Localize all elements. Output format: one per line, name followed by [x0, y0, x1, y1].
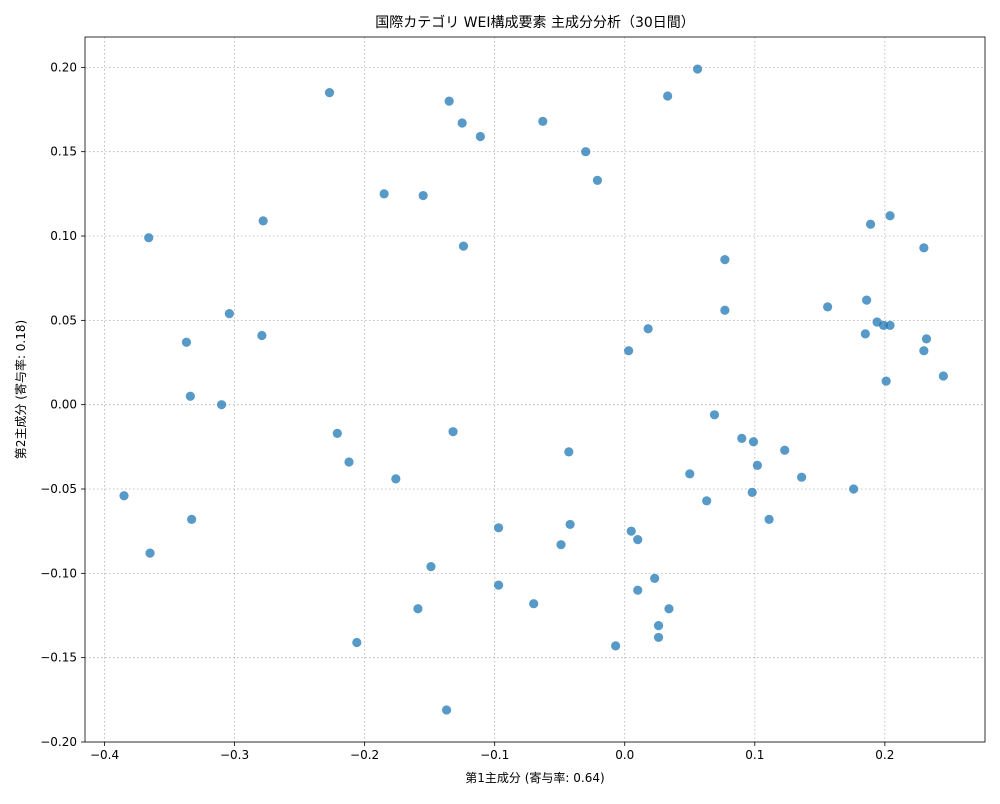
data-point: [441, 705, 452, 715]
data-points: [119, 64, 948, 715]
data-point: [413, 604, 423, 614]
data-point: [493, 580, 504, 590]
data-point: [344, 457, 354, 467]
data-point: [144, 233, 154, 243]
data-point: [702, 496, 712, 506]
data-point: [748, 437, 759, 447]
data-point: [538, 116, 548, 126]
data-point: [764, 514, 774, 524]
y-tick-label: −0.15: [40, 651, 77, 665]
data-point: [881, 376, 891, 386]
data-point: [885, 320, 895, 331]
data-point: [185, 391, 195, 401]
data-point: [391, 474, 401, 484]
data-point: [653, 621, 664, 631]
data-point: [475, 131, 485, 142]
data-point: [332, 428, 342, 438]
y-axis-label: 第2主成分 (寄与率: 0.18): [13, 320, 28, 459]
data-point: [860, 329, 870, 339]
y-tick-label: 0.10: [50, 229, 77, 243]
data-point: [379, 189, 389, 199]
data-point: [145, 548, 155, 558]
data-point: [643, 324, 653, 334]
data-point: [720, 305, 730, 315]
data-point: [921, 334, 932, 344]
data-point: [862, 295, 872, 305]
data-point: [592, 175, 603, 185]
chart-title: 国際カテゴリ WEI構成要素 主成分分析（30日間）: [375, 14, 695, 31]
grid-lines: [85, 37, 985, 743]
x-tick-label: −0.3: [220, 748, 249, 762]
x-tick-label: 0.0: [615, 748, 634, 762]
data-point: [444, 96, 454, 106]
data-point: [181, 337, 192, 347]
data-point: [692, 64, 703, 74]
data-point: [685, 469, 695, 479]
data-point: [611, 641, 621, 651]
data-point: [493, 523, 504, 533]
data-point: [448, 427, 458, 437]
data-point: [919, 346, 929, 356]
data-point: [324, 88, 335, 98]
axis-ticks: −0.4 −0.3 −0.2 −0.1 0.0 0.1 0.2 −0.20 −0.15 −0.10…: [40, 60, 894, 762]
x-tick-label: −0.4: [90, 748, 119, 762]
x-tick-label: −0.2: [350, 748, 379, 762]
y-tick-label: 0.00: [50, 398, 77, 412]
data-point: [418, 190, 428, 201]
x-tick-label: 0.2: [875, 748, 894, 762]
data-point: [797, 472, 807, 482]
y-tick-label: 0.05: [50, 313, 77, 327]
x-tick-label: 0.1: [745, 748, 764, 762]
data-point: [919, 243, 929, 253]
data-point: [633, 585, 643, 595]
data-point: [458, 241, 469, 251]
y-tick-label: 0.15: [50, 145, 77, 159]
data-point: [556, 540, 566, 550]
data-point: [780, 445, 790, 455]
y-tick-label: −0.10: [40, 566, 77, 580]
data-point: [457, 118, 467, 128]
x-axis-label: 第1主成分 (寄与率: 0.64): [465, 770, 604, 785]
data-point: [664, 604, 674, 614]
data-point: [529, 599, 539, 609]
data-point: [823, 302, 833, 312]
data-point: [653, 632, 664, 643]
plot-frame: [84, 36, 986, 743]
data-point: [737, 433, 747, 444]
data-point: [747, 487, 757, 497]
data-point: [650, 573, 660, 583]
data-point: [938, 371, 948, 381]
data-point: [709, 410, 720, 420]
data-point: [626, 526, 636, 536]
x-tick-label: −0.1: [480, 748, 509, 762]
data-point: [257, 330, 267, 341]
data-point: [849, 484, 859, 494]
data-point: [865, 219, 876, 229]
data-point: [119, 491, 129, 501]
data-point: [633, 535, 643, 545]
data-point: [624, 346, 634, 356]
data-point: [885, 211, 895, 221]
y-tick-label: −0.20: [40, 735, 77, 749]
data-point: [720, 255, 730, 265]
data-point: [565, 519, 575, 530]
data-point: [564, 447, 574, 457]
data-point: [878, 320, 889, 331]
data-point: [581, 147, 591, 157]
data-point: [224, 309, 234, 319]
y-tick-label: 0.20: [50, 60, 77, 74]
data-point: [663, 91, 673, 101]
data-point: [187, 514, 197, 524]
y-tick-label: −0.05: [40, 482, 77, 496]
data-point: [426, 561, 436, 572]
data-point: [352, 637, 362, 648]
data-point: [216, 400, 227, 410]
data-point: [258, 216, 268, 226]
data-point: [752, 460, 762, 470]
